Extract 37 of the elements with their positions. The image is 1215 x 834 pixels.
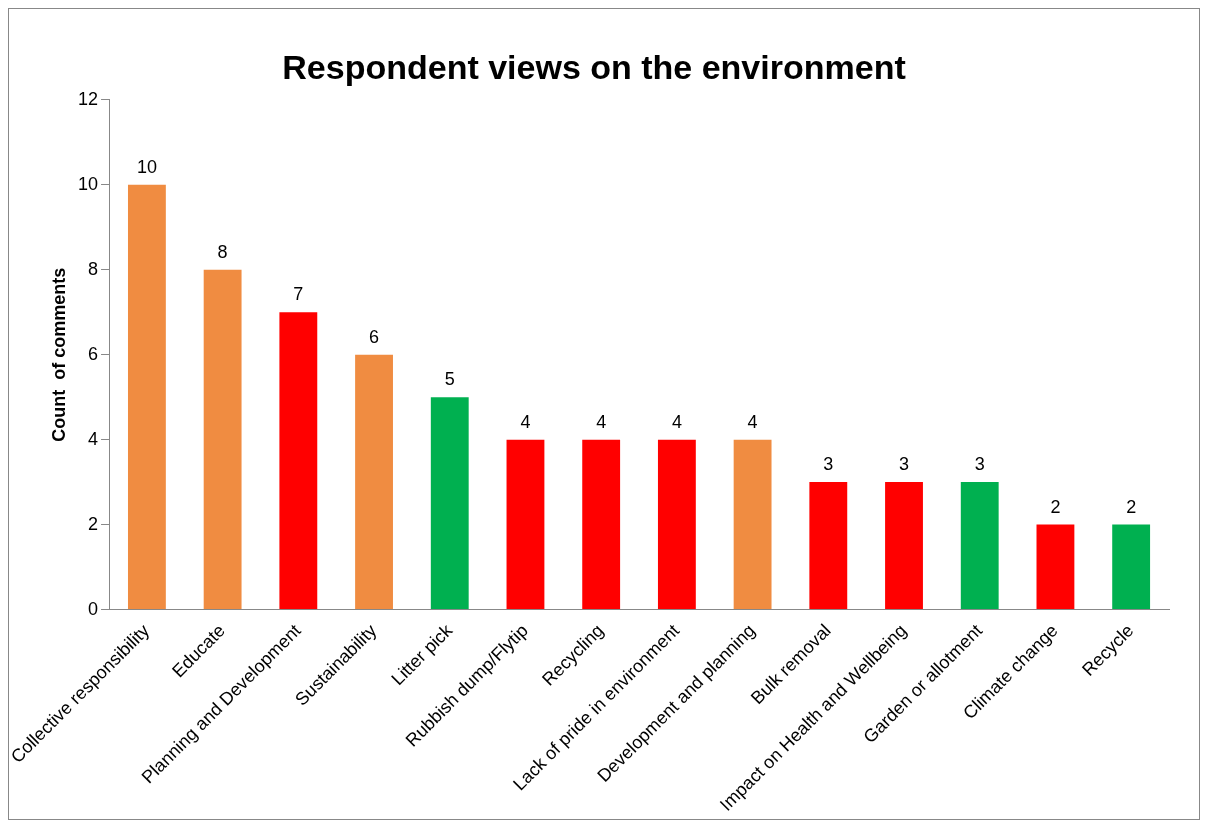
bar <box>960 482 999 610</box>
bar <box>355 354 393 610</box>
bar <box>809 482 848 610</box>
data-label: 4 <box>520 411 531 432</box>
bar <box>127 184 166 610</box>
bar <box>506 439 545 610</box>
bar <box>657 439 696 610</box>
y-axis-title: Count of comments <box>49 267 70 442</box>
data-label: 10 <box>136 156 157 177</box>
y-tick-label: 6 <box>88 343 99 364</box>
bar <box>582 439 621 610</box>
bar <box>430 397 469 610</box>
bar <box>885 482 923 610</box>
bar <box>733 439 772 610</box>
data-label: 5 <box>444 369 455 390</box>
data-label: 3 <box>823 454 834 475</box>
data-label: 3 <box>974 454 985 475</box>
data-label: 2 <box>1126 496 1137 517</box>
data-label: 7 <box>293 284 304 305</box>
bar <box>203 269 242 610</box>
data-label: 4 <box>671 411 682 432</box>
data-label: 4 <box>747 411 758 432</box>
data-label: 6 <box>369 326 380 347</box>
y-tick-label: 2 <box>88 513 99 534</box>
chart-title: Respondent views on the environment <box>282 47 906 86</box>
y-tick-label: 0 <box>88 598 99 619</box>
bar <box>1112 524 1151 610</box>
data-label: 8 <box>217 241 228 262</box>
y-tick-label: 10 <box>78 173 99 194</box>
data-label: 2 <box>1050 496 1061 517</box>
data-label: 3 <box>899 454 910 475</box>
y-tick-label: 4 <box>88 428 99 449</box>
y-tick-label: 8 <box>88 258 99 279</box>
bar <box>1036 524 1075 610</box>
bar <box>279 312 318 610</box>
data-label: 4 <box>596 411 607 432</box>
y-tick-label: 12 <box>78 88 99 109</box>
